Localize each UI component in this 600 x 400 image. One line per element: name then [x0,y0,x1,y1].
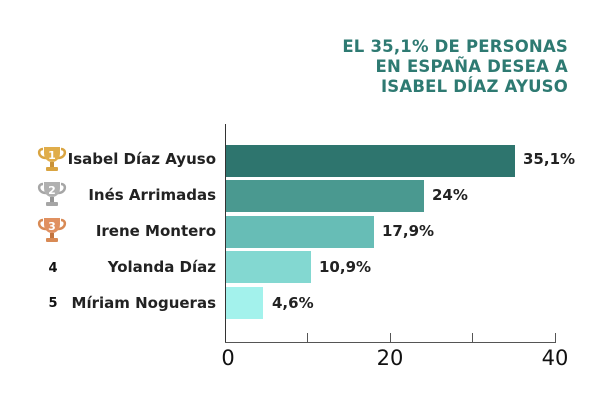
x-tick-30 [472,333,473,342]
category-label: Inés Arrimadas [88,186,216,204]
x-tick-10 [307,333,308,342]
x-tick-20 [390,333,391,342]
category-label: Yolanda Díaz [107,258,216,276]
bar-isabel-diaz-ayuso [226,145,515,177]
rank-number: 5 [48,295,58,311]
chart-title: EL 35,1% DE PERSONAS EN ESPAÑA DESEA A I… [248,37,568,97]
x-tick-label-20: 20 [376,346,404,370]
x-tick-label-40: 40 [541,346,569,370]
svg-text:3: 3 [48,220,56,233]
svg-text:1: 1 [48,149,56,162]
rank-number: 4 [48,260,58,276]
chart-title-line-1: EL 35,1% DE PERSONAS [342,37,568,56]
bar-ines-arrimadas [226,180,424,212]
bar-value-label: 4,6% [272,294,314,312]
category-label: Irene Montero [95,222,216,240]
svg-text:2: 2 [48,184,56,197]
gold-trophy-icon: 1 [36,145,68,173]
bar-value-label: 24% [432,186,468,204]
chart-title-line-2: EN ESPAÑA DESEA A [375,57,568,76]
bar-miriam-nogueras [226,287,263,319]
bar-value-label: 35,1% [523,150,576,168]
bar-value-label: 10,9% [319,258,372,276]
silver-trophy-icon: 2 [36,180,68,208]
bronze-trophy-icon: 3 [36,216,68,244]
x-tick-40 [555,333,556,342]
category-label: Míriam Nogueras [71,294,216,312]
rank-5: 5 [38,289,68,317]
x-axis-line [225,342,556,343]
bar-value-label: 17,9% [382,222,435,240]
category-label: Isabel Díaz Ayuso [67,150,216,168]
chart-title-line-3: ISABEL DÍAZ AYUSO [380,77,568,96]
y-axis-line [225,124,226,343]
rank-4: 4 [38,254,68,282]
bar-irene-montero [226,216,374,248]
bar-yolanda-diaz [226,251,311,283]
x-tick-label-0: 0 [221,346,235,370]
